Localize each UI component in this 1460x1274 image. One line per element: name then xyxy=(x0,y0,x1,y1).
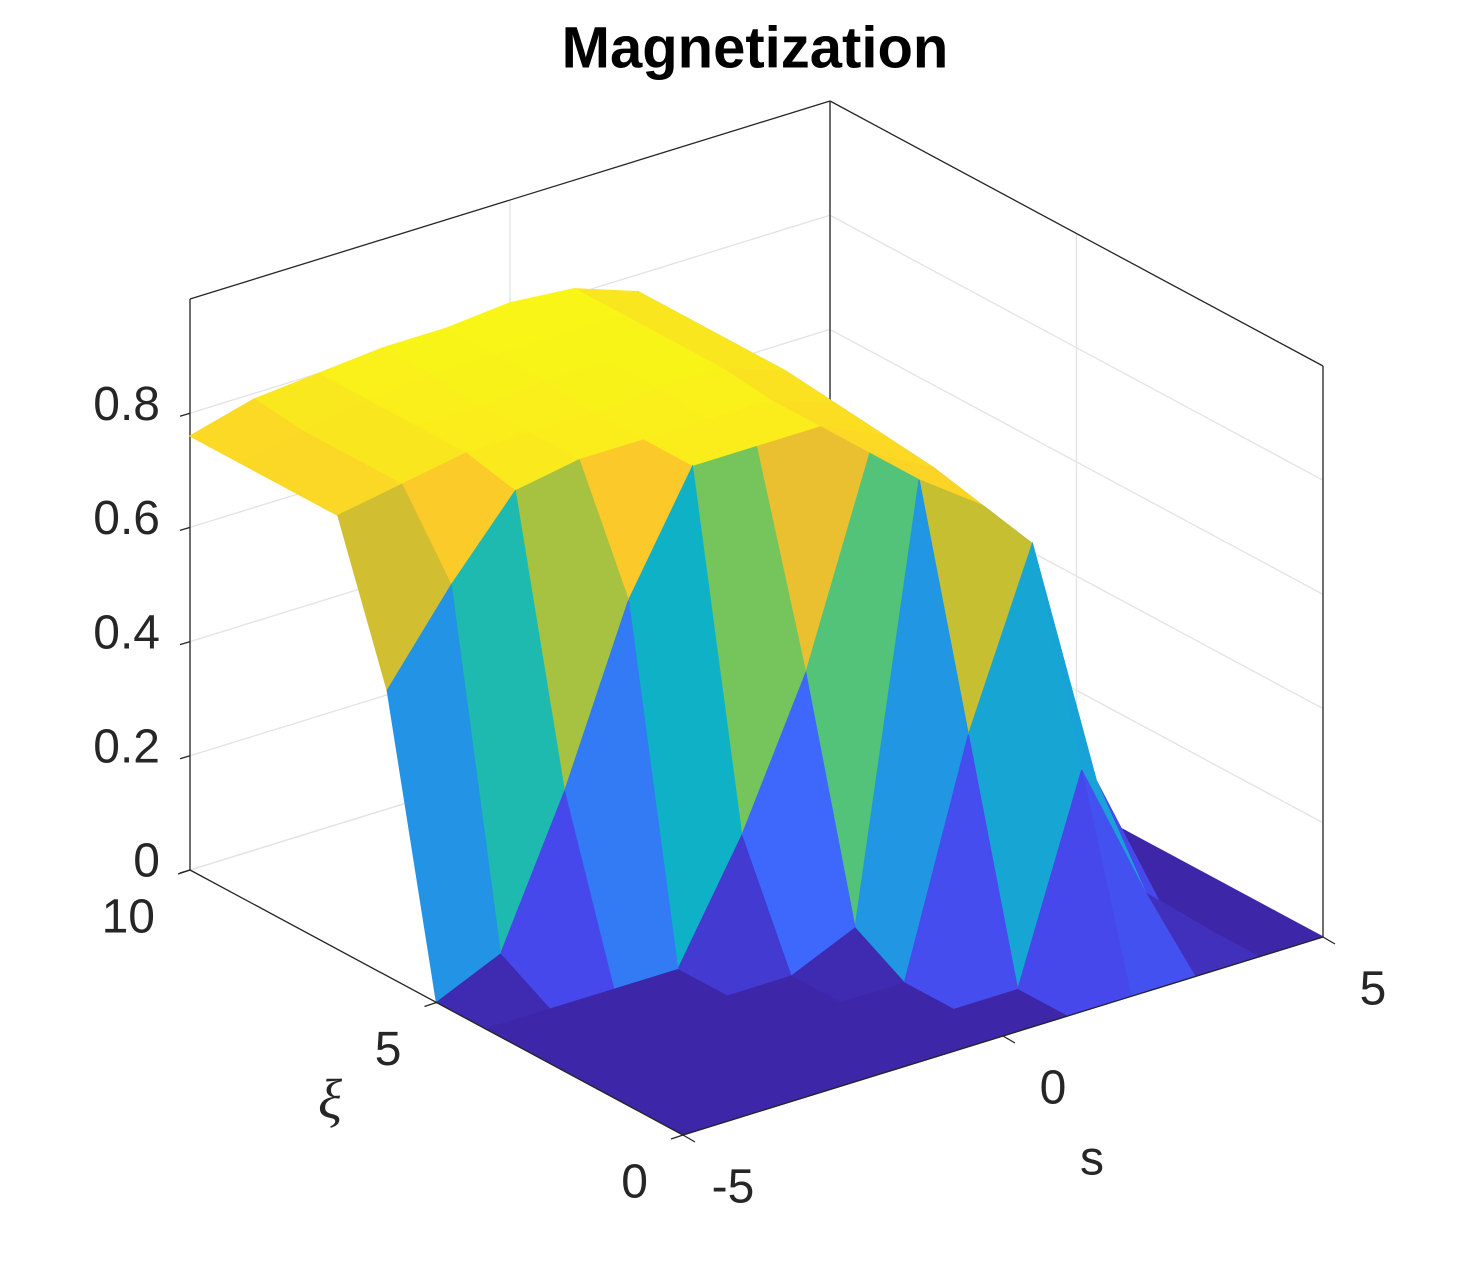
z-tick-label: 0.8 xyxy=(93,378,160,431)
y-axis-label: ξ xyxy=(318,1069,342,1131)
axes-layer: 0 0.2 0.4 0.6 0.8 -5 0 5 0 5 10 xyxy=(93,378,1386,1214)
z-tick xyxy=(179,640,191,646)
box-edge xyxy=(189,100,831,300)
box-edge xyxy=(829,100,1324,367)
y-tick-label: 5 xyxy=(375,1023,402,1076)
y-tick xyxy=(424,1001,437,1008)
surface-layer xyxy=(188,288,1325,1136)
x-tick xyxy=(1322,936,1336,945)
z-tick xyxy=(179,526,191,532)
x-axis-label: s xyxy=(1080,1133,1104,1186)
x-tick xyxy=(682,1134,696,1143)
x-tick-label: 0 xyxy=(1040,1062,1067,1115)
y-tick xyxy=(177,869,191,875)
y-tick xyxy=(670,1134,684,1140)
z-tick-label: 0 xyxy=(133,835,160,888)
z-tick xyxy=(179,412,191,417)
x-tick-label: -5 xyxy=(712,1161,755,1214)
y-tick-label: 10 xyxy=(102,891,155,944)
chart-title: Magnetization xyxy=(562,15,949,80)
z-tick-label: 0.2 xyxy=(93,720,160,773)
z-tick-label: 0.6 xyxy=(93,492,160,545)
z-tick xyxy=(179,755,191,760)
y-tick-label: 0 xyxy=(621,1156,648,1209)
z-tick-label: 0.4 xyxy=(93,606,160,659)
x-tick-label: 5 xyxy=(1360,963,1387,1016)
x-tick xyxy=(1002,1035,1016,1044)
